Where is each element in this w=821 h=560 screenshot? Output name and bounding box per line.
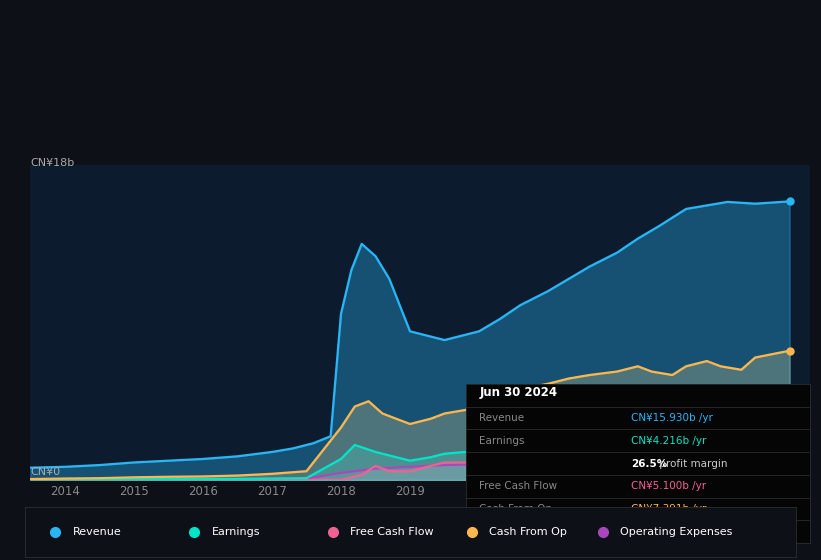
Text: Jun 30 2024: Jun 30 2024: [479, 386, 557, 399]
Text: Earnings: Earnings: [479, 436, 525, 446]
Text: CN¥18b: CN¥18b: [30, 158, 75, 168]
Text: Revenue: Revenue: [479, 413, 525, 423]
Text: CN¥1.985b /yr: CN¥1.985b /yr: [631, 527, 706, 537]
Text: Earnings: Earnings: [211, 527, 260, 537]
Text: Cash From Op: Cash From Op: [489, 527, 567, 537]
Text: Operating Expenses: Operating Expenses: [479, 527, 585, 537]
Text: profit margin: profit margin: [656, 459, 727, 469]
Text: Free Cash Flow: Free Cash Flow: [351, 527, 434, 537]
Text: 26.5%: 26.5%: [631, 459, 667, 469]
Text: Free Cash Flow: Free Cash Flow: [479, 482, 557, 491]
Text: Revenue: Revenue: [72, 527, 122, 537]
Text: CN¥5.100b /yr: CN¥5.100b /yr: [631, 482, 706, 491]
Text: Cash From Op: Cash From Op: [479, 504, 553, 514]
Text: CN¥0: CN¥0: [30, 467, 61, 477]
Text: CN¥4.216b /yr: CN¥4.216b /yr: [631, 436, 706, 446]
Text: Operating Expenses: Operating Expenses: [621, 527, 733, 537]
Text: CN¥15.930b /yr: CN¥15.930b /yr: [631, 413, 713, 423]
Text: CN¥7.391b /yr: CN¥7.391b /yr: [631, 504, 706, 514]
